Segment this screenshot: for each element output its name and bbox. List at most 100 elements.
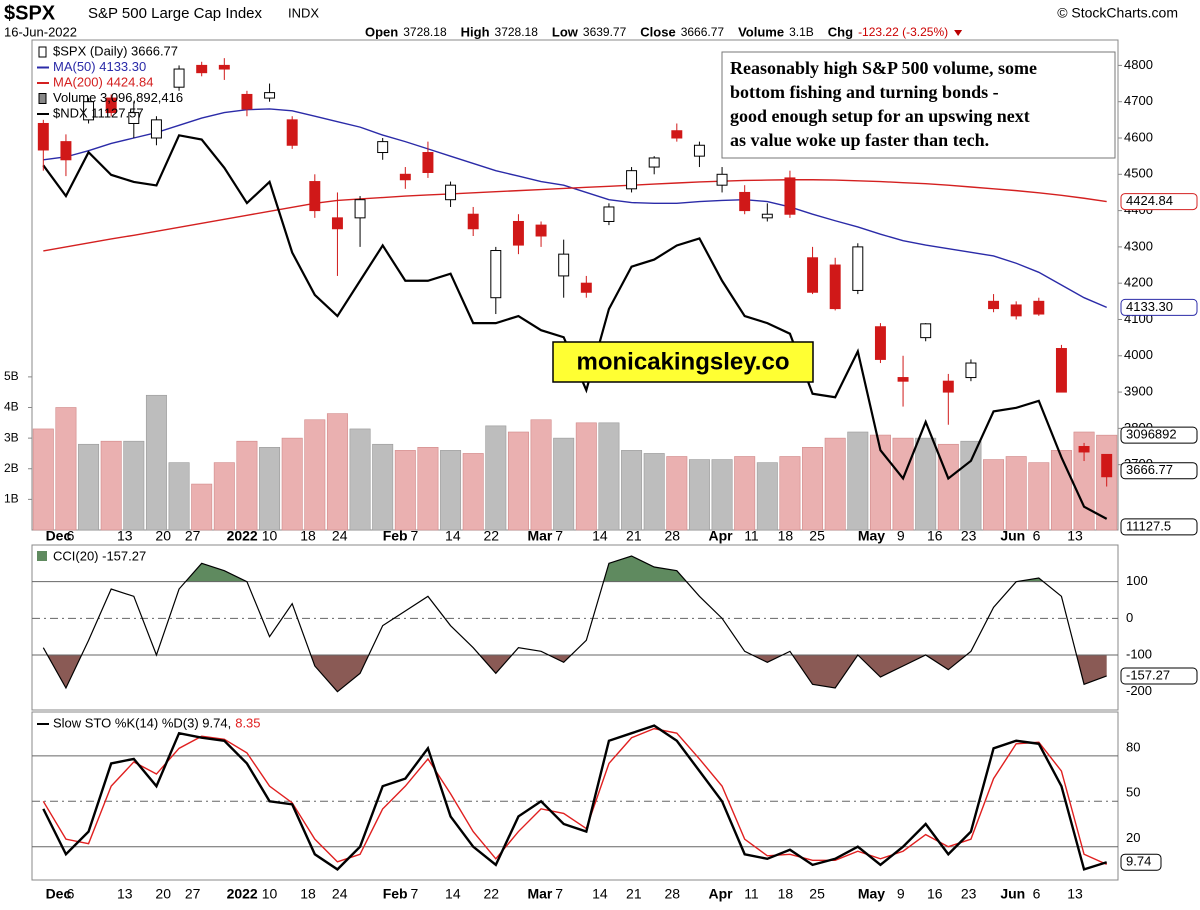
x-tick-label: 13 [1067, 886, 1083, 902]
x-tick-label: 11 [744, 528, 759, 544]
quote-value: 3728.18 [403, 25, 447, 39]
volume-bar [78, 443, 100, 531]
volume-bar [711, 459, 733, 531]
candle-body [558, 253, 570, 277]
y-tick-label: 4500 [1124, 166, 1153, 181]
y-tick-label: 4700 [1124, 93, 1153, 108]
x-tick-label: 10 [262, 528, 278, 544]
volume-tick-label: 5B [4, 369, 19, 383]
cci-tick-label: -200 [1126, 683, 1152, 698]
volume-bar [1050, 450, 1072, 531]
volume-bar [666, 456, 688, 531]
volume-bar [621, 450, 643, 531]
candle-body [965, 362, 977, 379]
y-tick-label: 4800 [1124, 57, 1153, 72]
candle-body [218, 64, 230, 70]
candle-body [422, 152, 434, 173]
volume-bar [779, 456, 801, 531]
x-tick-label: 14 [592, 528, 608, 544]
x-period-label: May [858, 528, 885, 544]
volume-bar [756, 462, 778, 531]
volume-bar [259, 447, 281, 531]
candle-body [83, 101, 95, 121]
x-tick-label: 24 [332, 886, 348, 902]
volume-bar [507, 431, 529, 531]
x-tick-label: 16 [927, 528, 943, 544]
x-period-label: Jun [1000, 528, 1025, 544]
quote-value: 3728.18 [495, 25, 539, 39]
annotation-box [721, 51, 1116, 159]
quote-value: 3666.77 [681, 25, 725, 39]
candle-body [920, 323, 932, 339]
candle-body [852, 246, 864, 291]
candle-body [105, 97, 117, 114]
candle-body [626, 170, 638, 190]
last-value-box [1120, 853, 1162, 871]
volume-bar [32, 428, 54, 531]
volume-bar [892, 437, 914, 531]
x-tick-label: 14 [445, 528, 461, 544]
date: 16-Jun-2022 [4, 24, 77, 39]
annotation-text: Reasonably high S&P 500 volume, some [730, 58, 1037, 78]
candle-body [490, 250, 502, 299]
volume-bar [55, 407, 77, 531]
x-period-label: Feb [383, 886, 408, 902]
candle-body [942, 380, 954, 393]
x-tick-label: 21 [626, 886, 642, 902]
cci-tick-label: 0 [1126, 610, 1133, 625]
x-tick-label: 6 [67, 886, 75, 902]
legend-swatch [37, 551, 47, 561]
volume-tick-label: 4B [4, 400, 19, 414]
volume-bar [553, 437, 575, 531]
candle-body [1055, 348, 1067, 393]
candle-body [1033, 300, 1045, 315]
x-tick-label: 7 [555, 886, 563, 902]
volume-bar [575, 422, 597, 531]
last-value-label: 9.74 [1126, 854, 1151, 869]
candle-body [1078, 446, 1090, 453]
volume-bar [462, 453, 484, 531]
x-tick-label: 7 [410, 886, 418, 902]
volume-tick-label: 2B [4, 461, 19, 475]
x-tick-label: 13 [1067, 528, 1083, 544]
y-tick-label: 3900 [1124, 384, 1153, 399]
volume-bar [417, 447, 439, 531]
candle-body [761, 213, 773, 219]
legend-label: MA(200) 4424.84 [53, 74, 153, 89]
volume-bar [485, 425, 507, 531]
volume-bar [123, 440, 145, 531]
x-tick-label: 21 [626, 528, 642, 544]
cci-fill-lower [43, 655, 1107, 692]
symbol: $SPX [4, 2, 56, 24]
annotation-text: bottom fishing and turning bonds - [730, 82, 999, 102]
candle-body [988, 300, 1000, 310]
last-value-box [1120, 298, 1198, 316]
sto-d-label: 8.35 [235, 715, 260, 730]
candle-body [241, 93, 253, 110]
annotation-text: good enough setup for an upswing next [730, 106, 1030, 126]
quote-value: 3639.77 [583, 25, 627, 39]
volume-bar [372, 443, 394, 531]
last-value-box [1120, 193, 1198, 211]
quote-label: Open [365, 24, 398, 39]
volume-bar [168, 462, 190, 531]
x-tick-label: 14 [592, 886, 608, 902]
annotation-text: as value woke up faster than tech. [730, 130, 989, 150]
x-period-label: Mar [527, 528, 552, 544]
x-tick-label: 23 [961, 886, 977, 902]
x-tick-label: 7 [555, 528, 563, 544]
candle-body [716, 173, 728, 186]
volume-bar [598, 422, 620, 531]
y-tick-label: 4300 [1124, 238, 1153, 253]
volume-bar [191, 483, 213, 531]
candle-body [60, 141, 72, 161]
last-value-box [1120, 667, 1198, 685]
candle-body [309, 181, 321, 212]
x-tick-label: 25 [809, 886, 825, 902]
quote-label: Low [552, 24, 579, 39]
sto-title: Slow STO %K(14) %D(3) 9.74, [53, 715, 231, 730]
cci-title: CCI(20) -157.27 [53, 548, 146, 563]
volume-bar [530, 419, 552, 531]
candle-body [603, 206, 615, 222]
volume-bar [869, 434, 891, 531]
